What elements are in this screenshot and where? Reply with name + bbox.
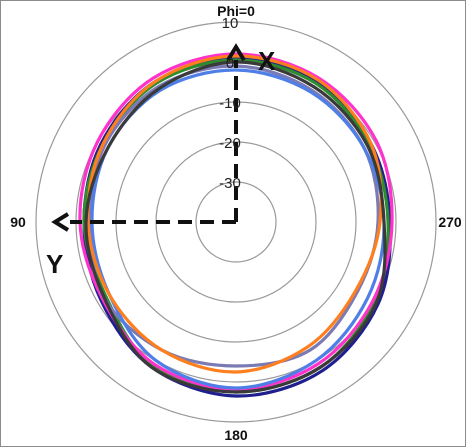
- radial-tick-label: -30: [219, 175, 241, 192]
- radial-tick-labels: -30 -20 -10 0 10: [219, 15, 241, 192]
- axis-arrows: X Y: [46, 43, 276, 279]
- angle-label-bottom: 180: [224, 427, 248, 443]
- grid-ring: [35, 21, 437, 423]
- radial-tick-label: 10: [222, 15, 239, 32]
- series-line-5: [90, 68, 386, 390]
- angle-labels: Phi=0 90 270 180: [10, 3, 462, 443]
- angle-label-left: 90: [10, 214, 26, 230]
- radial-tick-label: -20: [219, 135, 241, 152]
- y-axis-arrowhead: [51, 212, 70, 232]
- x-axis-letter: X: [258, 46, 276, 76]
- angle-label-top: Phi=0: [217, 3, 255, 19]
- grid-ring: [195, 181, 277, 263]
- angle-label-right: 270: [438, 214, 462, 230]
- x-axis-arrowhead: [226, 43, 246, 62]
- y-axis-letter: Y: [46, 249, 63, 279]
- radial-tick-label: -10: [219, 95, 241, 112]
- series-line-7: [84, 60, 387, 394]
- radial-tick-label: 0: [226, 55, 234, 72]
- series-group: [78, 52, 394, 398]
- series-line-6: [86, 54, 383, 374]
